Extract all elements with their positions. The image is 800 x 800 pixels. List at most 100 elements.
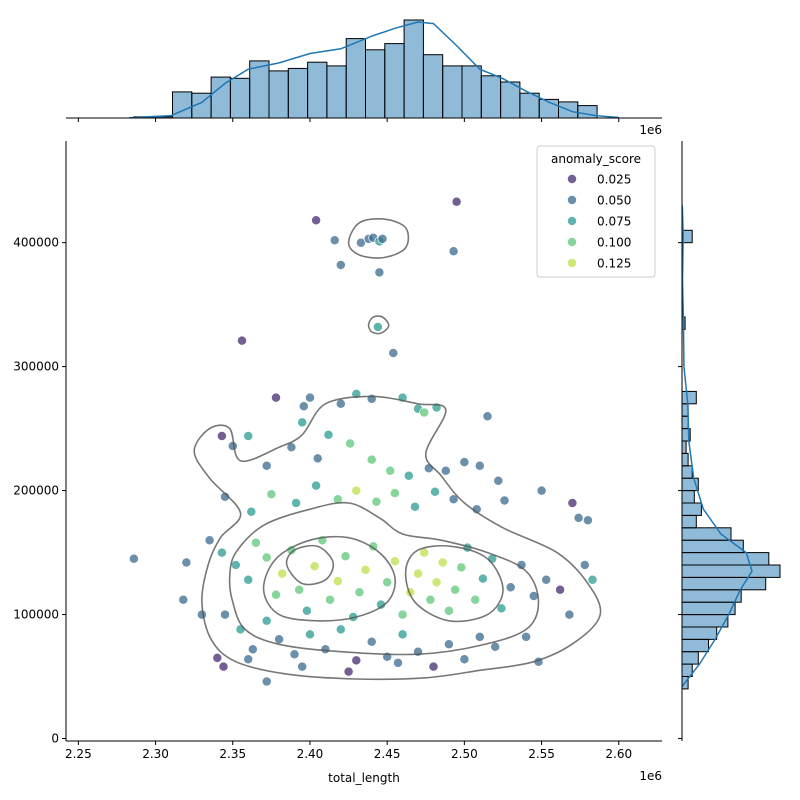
- scatter-point: [266, 489, 277, 500]
- scatter-point: [235, 624, 246, 635]
- scatter-point: [335, 398, 346, 409]
- x-tick-label: 2.35: [219, 747, 246, 761]
- marginal-y-bar: [681, 452, 689, 467]
- scatter-point: [428, 661, 439, 672]
- scatter-point: [261, 460, 272, 471]
- marginal-x-bar: [365, 49, 386, 119]
- scatter-point: [181, 557, 192, 568]
- marginal-y-bar: [681, 527, 732, 541]
- scatter-point: [482, 411, 493, 422]
- scatter-point: [323, 429, 334, 440]
- x-tick-label: 2.45: [374, 747, 401, 761]
- kde-contour-line: [285, 544, 335, 586]
- x-axis-offset-label: 1e6: [639, 769, 662, 783]
- kde-contours: [193, 217, 602, 681]
- scatter-point: [388, 348, 399, 358]
- scatter-point: [289, 649, 300, 660]
- marginal-x-bar: [403, 19, 424, 119]
- scatter-point: [311, 480, 322, 491]
- scatter-point: [536, 485, 547, 496]
- kde-contour-line: [404, 544, 504, 623]
- legend-marker: [567, 258, 577, 268]
- scatter-point: [335, 260, 346, 270]
- scatter-point: [220, 491, 230, 502]
- scatter-point: [351, 655, 362, 666]
- kde-contour-line: [193, 395, 602, 681]
- scatter-point: [587, 574, 598, 585]
- scatter-point: [309, 561, 320, 572]
- scatter-point: [243, 574, 254, 585]
- marginal-y-bar: [681, 638, 709, 653]
- legend-label: 0.025: [597, 173, 631, 187]
- marginal-x-bar: [268, 70, 289, 119]
- marginal-y-kde-line: [681, 205, 753, 687]
- scatter-point: [261, 676, 272, 687]
- scatter-point: [448, 246, 459, 257]
- scatter-point: [397, 609, 408, 620]
- scatter-point: [247, 644, 258, 655]
- scatter-point: [360, 564, 371, 575]
- scatter-point: [450, 584, 461, 595]
- scatter-point: [366, 454, 377, 465]
- marginal-y-bar: [681, 539, 744, 554]
- scatter-point: [430, 486, 440, 497]
- scatter-point: [423, 463, 434, 474]
- marginal-x-offset-label: 1e6: [639, 123, 662, 137]
- scatter-point: [505, 582, 516, 593]
- scatter-point: [393, 657, 403, 668]
- marginal-x-bar: [480, 75, 502, 119]
- marginal-y-ticks: [678, 242, 682, 740]
- scatter-point: [567, 498, 578, 508]
- scatter-point: [382, 577, 393, 588]
- legend: anomaly_score 0.025 0.050 0.075 0.100 0.125: [536, 145, 656, 278]
- y-tick-label: 200000: [13, 484, 59, 498]
- scatter-point: [216, 547, 227, 558]
- scatter-point: [385, 465, 396, 476]
- marginal-x-bar: [461, 65, 482, 119]
- scatter-point: [459, 457, 470, 468]
- marginal-x-kde-line: [129, 21, 619, 119]
- scatter-point: [474, 631, 485, 642]
- scatter-point: [332, 494, 343, 505]
- scatter-point: [443, 639, 454, 650]
- marginal-x-bar: [577, 105, 598, 119]
- scatter-point: [311, 215, 322, 226]
- scatter-point: [297, 661, 308, 672]
- scatter-point: [564, 609, 575, 620]
- scatter-point: [298, 401, 309, 412]
- marginal-x-bar: [345, 38, 367, 119]
- marginal-x-bar: [519, 92, 540, 119]
- scatter-point: [403, 470, 414, 481]
- scatter-point: [448, 494, 459, 505]
- scatter-point: [271, 589, 281, 600]
- scatter-point: [325, 594, 335, 605]
- scatter-point: [271, 392, 281, 403]
- marginal-y-bar: [681, 490, 695, 504]
- scatter-point: [261, 552, 272, 563]
- scatter-point: [443, 605, 454, 616]
- scatter-point: [366, 636, 377, 647]
- legend-marker: [567, 195, 577, 205]
- scatter-point: [216, 431, 227, 441]
- x-tick-label: 2.50: [451, 747, 478, 761]
- scatter-point: [521, 631, 532, 642]
- scatter-point: [345, 438, 356, 449]
- x-tick-label: 2.30: [142, 747, 169, 761]
- scatter-point: [493, 475, 504, 486]
- scatter-point: [230, 560, 241, 570]
- marginal-y-bars: [681, 229, 781, 690]
- marginal-x-bar: [307, 61, 328, 119]
- marginal-y-bar: [681, 415, 689, 430]
- x-tick-label: 2.55: [528, 747, 555, 761]
- scatter-point: [451, 196, 462, 207]
- marginal-x-bar: [287, 67, 309, 119]
- scatter-point: [274, 634, 285, 645]
- legend-box: [536, 145, 656, 278]
- scatter-point: [351, 485, 362, 496]
- scatter-point: [277, 568, 288, 579]
- scatter-point: [397, 629, 408, 640]
- marginal-x-bar: [249, 60, 270, 119]
- scatter-point: [332, 576, 343, 587]
- kde-contour-line: [367, 315, 390, 335]
